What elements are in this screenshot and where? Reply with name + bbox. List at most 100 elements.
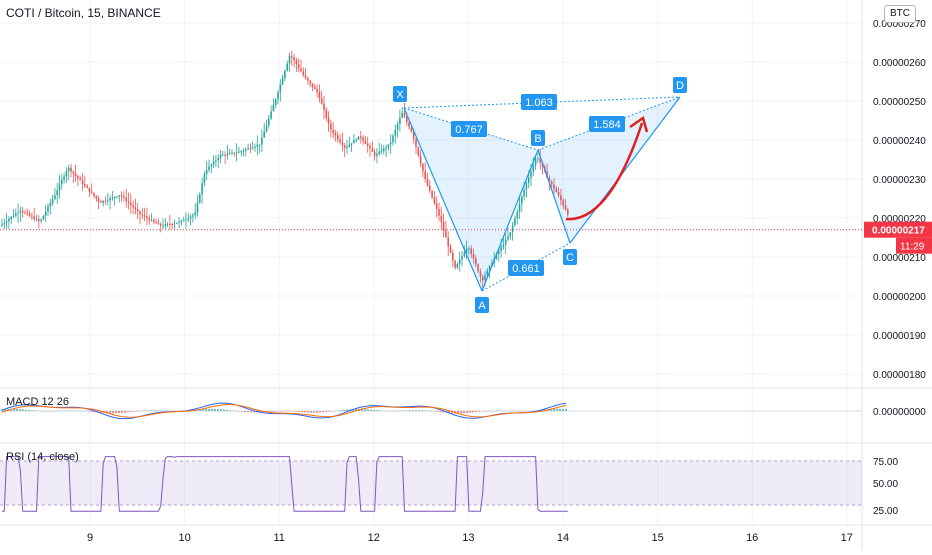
macd-histogram-bar [250,411,252,413]
pattern-point-badge [475,297,489,313]
candle-body [318,92,321,99]
candle-body [327,117,330,124]
candle-body [93,192,95,196]
pattern-leg [537,149,571,244]
candle-body [311,83,314,87]
macd-histogram-bar [406,410,408,411]
rsi-tick: 75.00 [873,457,898,468]
candle-body [440,215,443,222]
cypher-pattern[interactable]: X A B C D 0.767 0.661 1.584 1.063 [393,77,687,313]
pattern-leg [403,107,483,292]
macd-histogram-bar [535,410,537,411]
candle-body [12,215,15,217]
candle-body [182,220,185,222]
candle-body [33,216,35,220]
macd-histogram-bar [466,411,468,413]
candle-body [19,211,22,213]
macd-histogram-bar [367,409,369,411]
macd-histogram-bar [403,410,405,411]
candle-body [35,219,38,221]
macd-histogram-bar [4,408,6,411]
candle-body [40,219,42,222]
candle-body [511,225,514,233]
candle-body [286,63,288,71]
macd-histogram-bar [463,411,465,414]
pattern-leg [569,96,681,244]
ratio-label: 1.063 [525,97,553,109]
macd-histogram-bar [223,409,225,411]
macd-histogram-bar [298,411,300,413]
macd-histogram-bar [322,411,324,413]
pattern-ratio-line [481,242,571,292]
candle-body [141,214,144,216]
candle-body [47,206,49,212]
candle-body [31,215,33,217]
macd-histogram-bar [214,408,216,411]
candle-body [534,159,537,166]
rsi-tick: 25.00 [873,506,898,517]
currency-button[interactable]: BTC [884,5,916,23]
candle-body [249,148,252,150]
macd-histogram-bar [226,409,228,411]
macd-histogram-bar [130,411,132,412]
candle-body [560,195,562,201]
pattern-point-label: A [478,300,486,312]
candle-body [350,143,353,145]
macd-histogram-bar [409,410,411,411]
candle-body [332,129,334,134]
candle-body [516,211,518,219]
macd-histogram-bar [559,408,561,411]
candle-body [77,175,79,179]
macd-histogram-bar [436,411,438,412]
macd-histogram-bar [16,408,18,411]
price-tick: 0.00000240 [873,136,926,147]
candle-body [212,161,215,165]
candle-body [132,205,134,208]
time-tick: 13 [462,532,474,544]
candle-body [454,260,456,268]
price-axis[interactable]: 0.00000270 0.00000260 0.00000250 0.00000240… [864,19,932,517]
candle-body [17,212,19,214]
macd-histogram-bar [124,411,126,413]
candle-body [415,138,417,147]
candle-body [268,118,270,126]
candle-body [300,68,302,72]
candle-body [90,191,93,193]
candle-body [84,184,86,186]
candle-body [555,188,558,192]
macd-histogram-bar [205,409,207,411]
candle-body [265,125,268,132]
candle-body [107,200,109,202]
candle-body [256,144,259,147]
macd-histogram-bar [25,409,27,411]
time-axis[interactable]: 9 10 11 12 13 14 15 16 17 [87,532,853,544]
candle-body [406,117,408,123]
candle-body [337,135,339,140]
macd-histogram-bar [295,411,297,412]
macd-histogram-bar [313,411,315,413]
macd-histogram-bar [421,410,423,411]
macd-histogram-bar [370,409,372,411]
candle-body [392,135,394,143]
candle-body [452,252,454,261]
price-tick: 0.00000180 [873,370,926,381]
candle-body [102,200,104,203]
candle-body [435,203,438,209]
candle-body [458,259,461,264]
candle-body [88,187,91,192]
candle-body [63,176,65,180]
candle-body [475,258,477,265]
candle-body [417,146,420,156]
macd-histogram-bar [373,409,375,411]
candle-body [130,202,132,206]
countdown-badge [896,237,932,254]
candle-body [539,158,541,163]
macd-histogram-bar [550,409,552,411]
candle-body [120,195,123,197]
rsi-pane [2,456,568,512]
candle-body [521,196,523,204]
candle-body [293,57,295,61]
